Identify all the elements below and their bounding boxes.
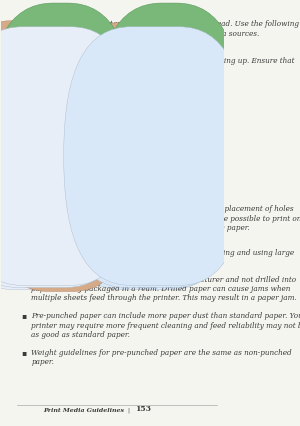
FancyBboxPatch shape xyxy=(59,29,242,288)
Text: Load the letterhead in the printer with the print side facing up. Ensure that
th: Load the letterhead in the printer with … xyxy=(17,57,295,75)
FancyBboxPatch shape xyxy=(0,27,138,285)
Text: Selecting Pre-Punched Paper: Selecting Pre-Punched Paper xyxy=(17,194,158,203)
FancyBboxPatch shape xyxy=(0,29,133,288)
Text: Pre-punched paper can include more paper dust than standard paper. Your
printer : Pre-punched paper can include more paper… xyxy=(32,312,300,339)
FancyBboxPatch shape xyxy=(53,23,202,284)
FancyBboxPatch shape xyxy=(139,102,189,120)
FancyBboxPatch shape xyxy=(0,3,135,266)
Text: ▪: ▪ xyxy=(21,249,26,257)
FancyBboxPatch shape xyxy=(64,27,246,285)
Text: Priority Sheet Inserter (PSI): Priority Sheet Inserter (PSI) xyxy=(112,86,202,91)
FancyBboxPatch shape xyxy=(0,30,139,291)
Text: Weight guidelines for pre-punched paper are the same as non-punched
paper.: Weight guidelines for pre-punched paper … xyxy=(32,349,292,366)
Text: Page orientation is important when printing on letterhead. Use the following
tab: Page orientation is important when print… xyxy=(17,20,299,37)
Text: |: | xyxy=(127,407,129,413)
Text: 153: 153 xyxy=(135,405,151,413)
Text: ▪: ▪ xyxy=(21,312,26,320)
Text: Pre-punched paper brands can differ in the number and placement of holes
and in : Pre-punched paper brands can differ in t… xyxy=(17,205,300,232)
Text: ▪: ▪ xyxy=(21,349,26,357)
Text: ▪: ▪ xyxy=(21,276,26,284)
Text: Loading Letterhead: Loading Letterhead xyxy=(17,46,112,55)
FancyBboxPatch shape xyxy=(130,111,197,170)
FancyBboxPatch shape xyxy=(31,102,83,123)
Text: Print Media Guidelines: Print Media Guidelines xyxy=(43,408,124,413)
FancyBboxPatch shape xyxy=(0,31,129,290)
FancyBboxPatch shape xyxy=(19,136,66,143)
Text: Multipurpose Feeder (MPF): Multipurpose Feeder (MPF) xyxy=(6,86,95,91)
FancyBboxPatch shape xyxy=(94,3,243,266)
Text: Paper should be punched at the paper manufacturer and not drilled into
paper alr: Paper should be punched at the paper man… xyxy=(32,276,297,302)
FancyBboxPatch shape xyxy=(128,138,171,145)
FancyBboxPatch shape xyxy=(55,31,237,290)
FancyBboxPatch shape xyxy=(24,114,90,170)
Text: Test paper from several manufacturers before ordering and using large
quantities: Test paper from several manufacturers be… xyxy=(32,249,295,266)
FancyBboxPatch shape xyxy=(0,21,92,282)
Text: To select and use pre-punched paper:: To select and use pre-punched paper: xyxy=(17,239,155,246)
